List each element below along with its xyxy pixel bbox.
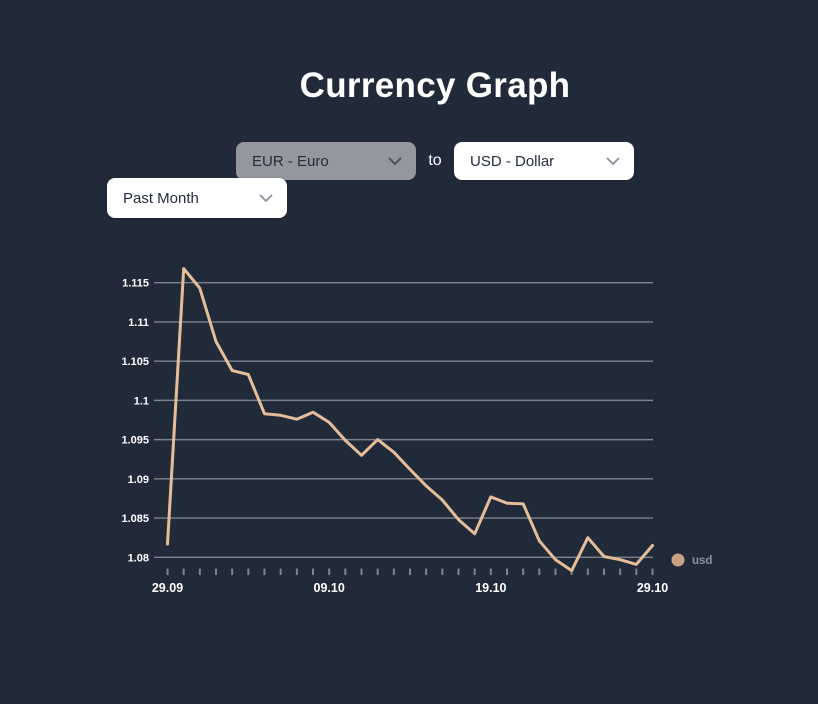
page-title: Currency Graph xyxy=(299,66,571,105)
chevron-down-icon xyxy=(259,190,273,207)
to-currency-select[interactable]: USD - Dollar xyxy=(454,142,634,180)
period-value: Past Month xyxy=(123,189,199,207)
legend-dot-icon xyxy=(671,553,685,567)
legend-label: usd xyxy=(692,555,712,567)
from-currency-select[interactable]: EUR - Euro xyxy=(236,142,416,180)
y-axis-tick-label: 1.08 xyxy=(128,552,149,564)
to-label: to xyxy=(428,152,442,169)
x-axis-tick-label: 29.09 xyxy=(152,581,183,595)
y-axis-tick-label: 1.085 xyxy=(121,513,149,525)
legend-item-usd[interactable]: usd xyxy=(671,553,713,568)
series-line-usd xyxy=(166,267,654,573)
x-axis-tick-label: 29.10 xyxy=(637,581,668,595)
x-axis-tick-label: 19.10 xyxy=(475,581,506,595)
chevron-down-icon xyxy=(388,153,402,170)
y-axis-tick-label: 1.1 xyxy=(134,395,149,407)
x-axis-tick-label: 09.10 xyxy=(314,581,345,595)
y-axis-tick-label: 1.095 xyxy=(121,435,149,447)
y-axis-tick-label: 1.11 xyxy=(128,317,149,329)
chevron-down-icon xyxy=(606,153,620,170)
from-currency-value: EUR - Euro xyxy=(252,152,329,170)
y-axis-tick-label: 1.105 xyxy=(121,356,149,368)
y-axis-tick-label: 1.09 xyxy=(128,474,149,486)
y-axis-tick-label: 1.115 xyxy=(122,278,149,290)
to-currency-value: USD - Dollar xyxy=(470,152,555,170)
period-select[interactable]: Past Month xyxy=(107,178,287,218)
